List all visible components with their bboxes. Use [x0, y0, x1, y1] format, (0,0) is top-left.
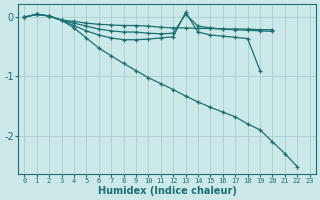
X-axis label: Humidex (Indice chaleur): Humidex (Indice chaleur): [98, 186, 236, 196]
